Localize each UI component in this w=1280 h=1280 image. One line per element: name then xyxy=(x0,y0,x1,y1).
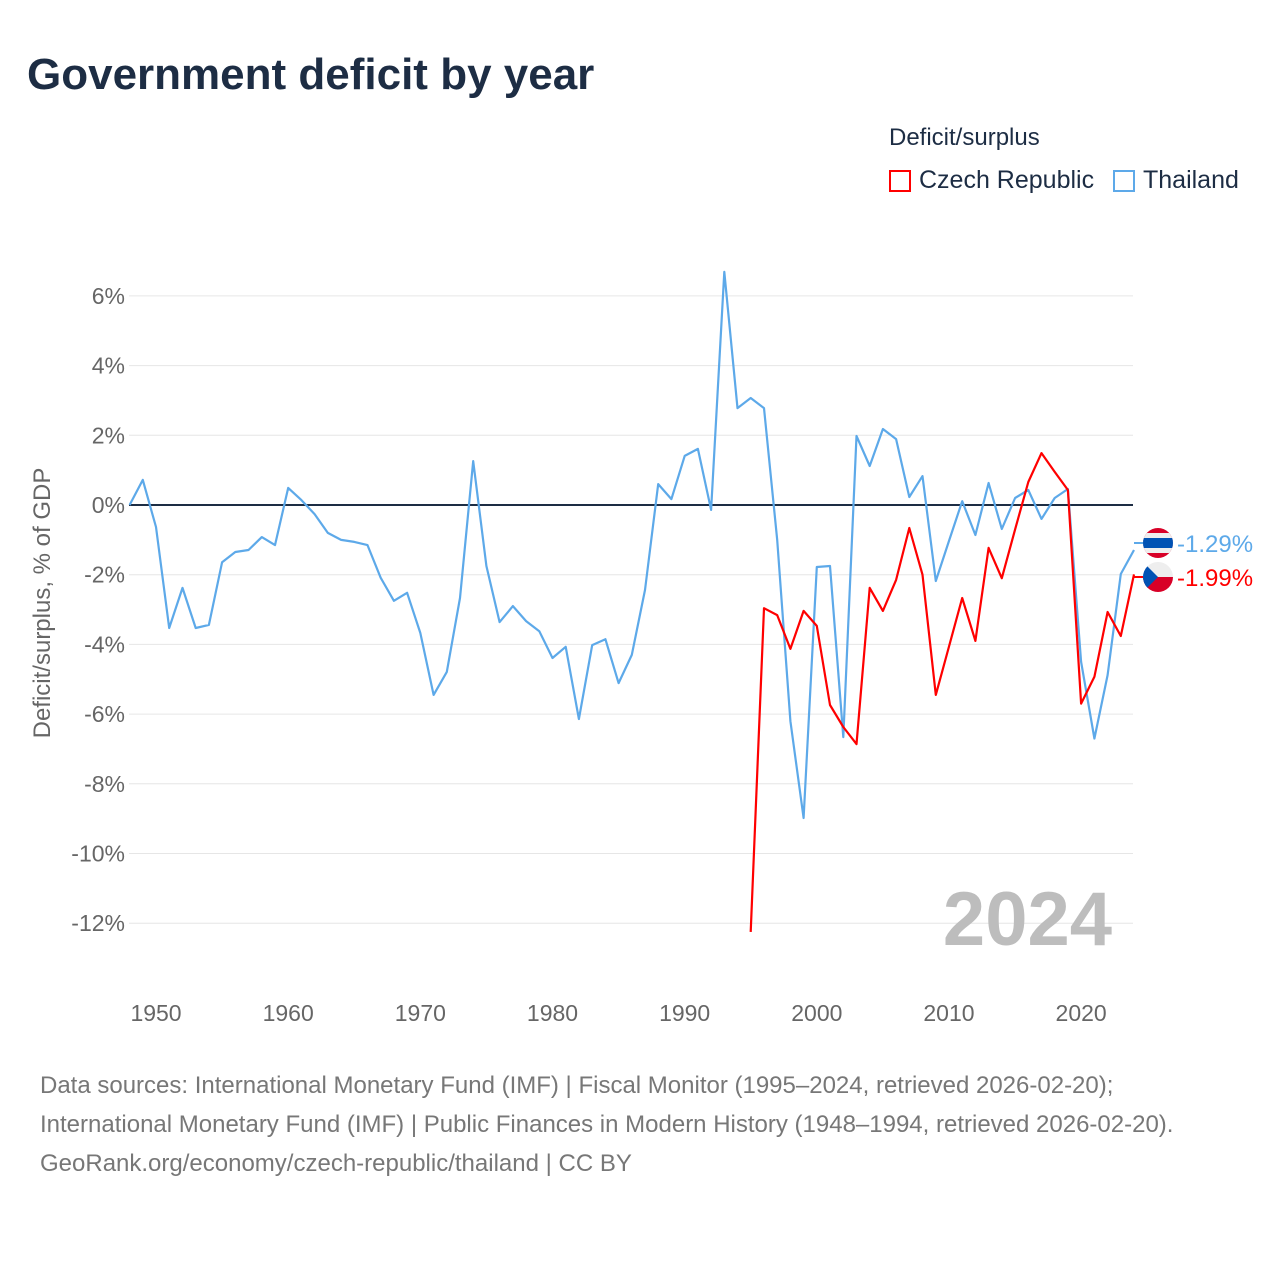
y-tick-label: 2% xyxy=(92,422,125,448)
series-line-czech-republic xyxy=(749,452,1136,932)
chart-title: Government deficit by year xyxy=(27,50,595,99)
end-label-thailand: -1.29% xyxy=(1177,531,1253,558)
y-tick-label: -12% xyxy=(71,910,125,936)
year-watermark: 2024 xyxy=(943,877,1112,962)
x-tick-label: 2010 xyxy=(923,1000,974,1026)
legend-label: Thailand xyxy=(1143,166,1239,194)
footer: Data sources: International Monetary Fun… xyxy=(40,1066,1240,1183)
x-tick-label: 1950 xyxy=(130,1000,181,1026)
legend-swatch-czech xyxy=(889,169,911,192)
x-tick-label: 2000 xyxy=(791,1000,842,1026)
y-tick-label: -10% xyxy=(71,841,125,867)
thailand-flag-icon xyxy=(1143,528,1173,558)
y-tick-label: 4% xyxy=(92,353,125,379)
czech-flag-icon xyxy=(1143,562,1173,592)
credit-link[interactable]: GeoRank.org/economy/czech-republic/thail… xyxy=(40,1150,632,1177)
series-line-thailand xyxy=(128,270,1135,820)
x-tick-label: 2020 xyxy=(1056,1000,1107,1026)
y-tick-label: -4% xyxy=(84,631,125,657)
y-tick-label: -8% xyxy=(84,771,125,797)
flag-stripe xyxy=(1143,538,1173,548)
legend-item-thailand[interactable]: Thailand xyxy=(1113,166,1239,195)
flag-triangle xyxy=(1143,562,1158,592)
y-tick-label: -2% xyxy=(84,562,125,588)
legend-title: Deficit/surplus xyxy=(889,124,1040,151)
end-label-czech-republic: -1.99% xyxy=(1177,565,1253,592)
x-tick-label: 1980 xyxy=(527,1000,578,1026)
x-tick-label: 1970 xyxy=(395,1000,446,1026)
legend-item-czech-republic[interactable]: Czech Republic xyxy=(889,166,1094,195)
y-axis-label: Deficit/surplus, % of GDP xyxy=(29,468,56,739)
data-sources: Data sources: International Monetary Fun… xyxy=(40,1072,1174,1138)
y-tick-label: 6% xyxy=(92,283,125,309)
x-tick-label: 1960 xyxy=(263,1000,314,1026)
x-tick-label: 1990 xyxy=(659,1000,710,1026)
legend-swatch-thailand xyxy=(1113,169,1135,192)
y-tick-label: -6% xyxy=(84,701,125,727)
legend-label: Czech Republic xyxy=(919,166,1095,194)
y-tick-label: 0% xyxy=(92,492,125,518)
